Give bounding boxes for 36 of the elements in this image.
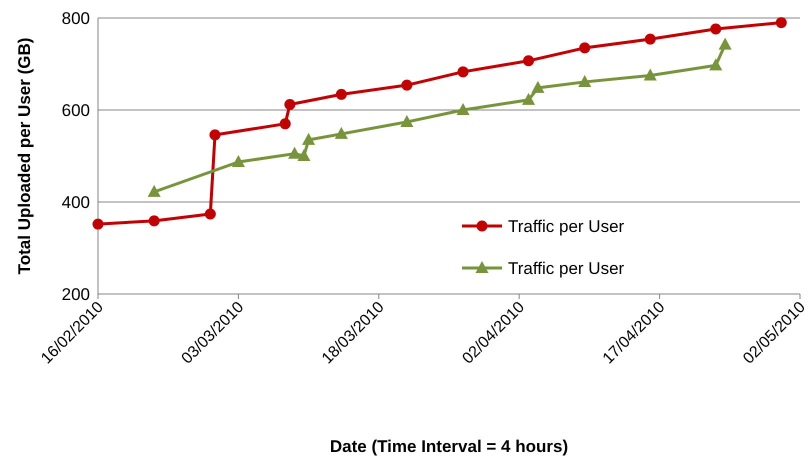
point <box>644 68 657 80</box>
point <box>522 92 536 105</box>
point <box>148 184 161 197</box>
point <box>401 80 412 91</box>
point <box>92 218 104 230</box>
point <box>579 42 590 54</box>
point <box>288 146 302 159</box>
point <box>578 74 592 87</box>
point <box>644 34 656 45</box>
point <box>232 154 245 167</box>
y-tick-label: 200 <box>62 284 90 304</box>
point <box>280 118 291 130</box>
legend-label: Traffic per User <box>508 216 625 236</box>
point <box>456 103 470 115</box>
y-tick-label: 800 <box>62 8 90 28</box>
x-axis-title: Date (Time Interval = 4 hours) <box>330 437 568 456</box>
y-tick-label: 600 <box>62 100 90 120</box>
point <box>531 80 544 93</box>
point <box>523 55 534 66</box>
point <box>776 17 787 28</box>
point <box>210 129 220 140</box>
point <box>710 24 722 35</box>
legend-label: Traffic per User <box>508 258 625 278</box>
point <box>284 98 296 110</box>
point <box>336 88 347 100</box>
point <box>297 149 310 161</box>
y-axis-title: Total Uploaded per User (GB) <box>15 38 34 274</box>
point <box>334 126 348 139</box>
point <box>709 58 722 70</box>
point <box>458 66 469 78</box>
point <box>400 114 414 127</box>
point <box>718 38 732 50</box>
point <box>148 215 160 226</box>
point <box>204 208 216 220</box>
y-tick-label: 400 <box>62 192 90 212</box>
point <box>302 132 316 145</box>
